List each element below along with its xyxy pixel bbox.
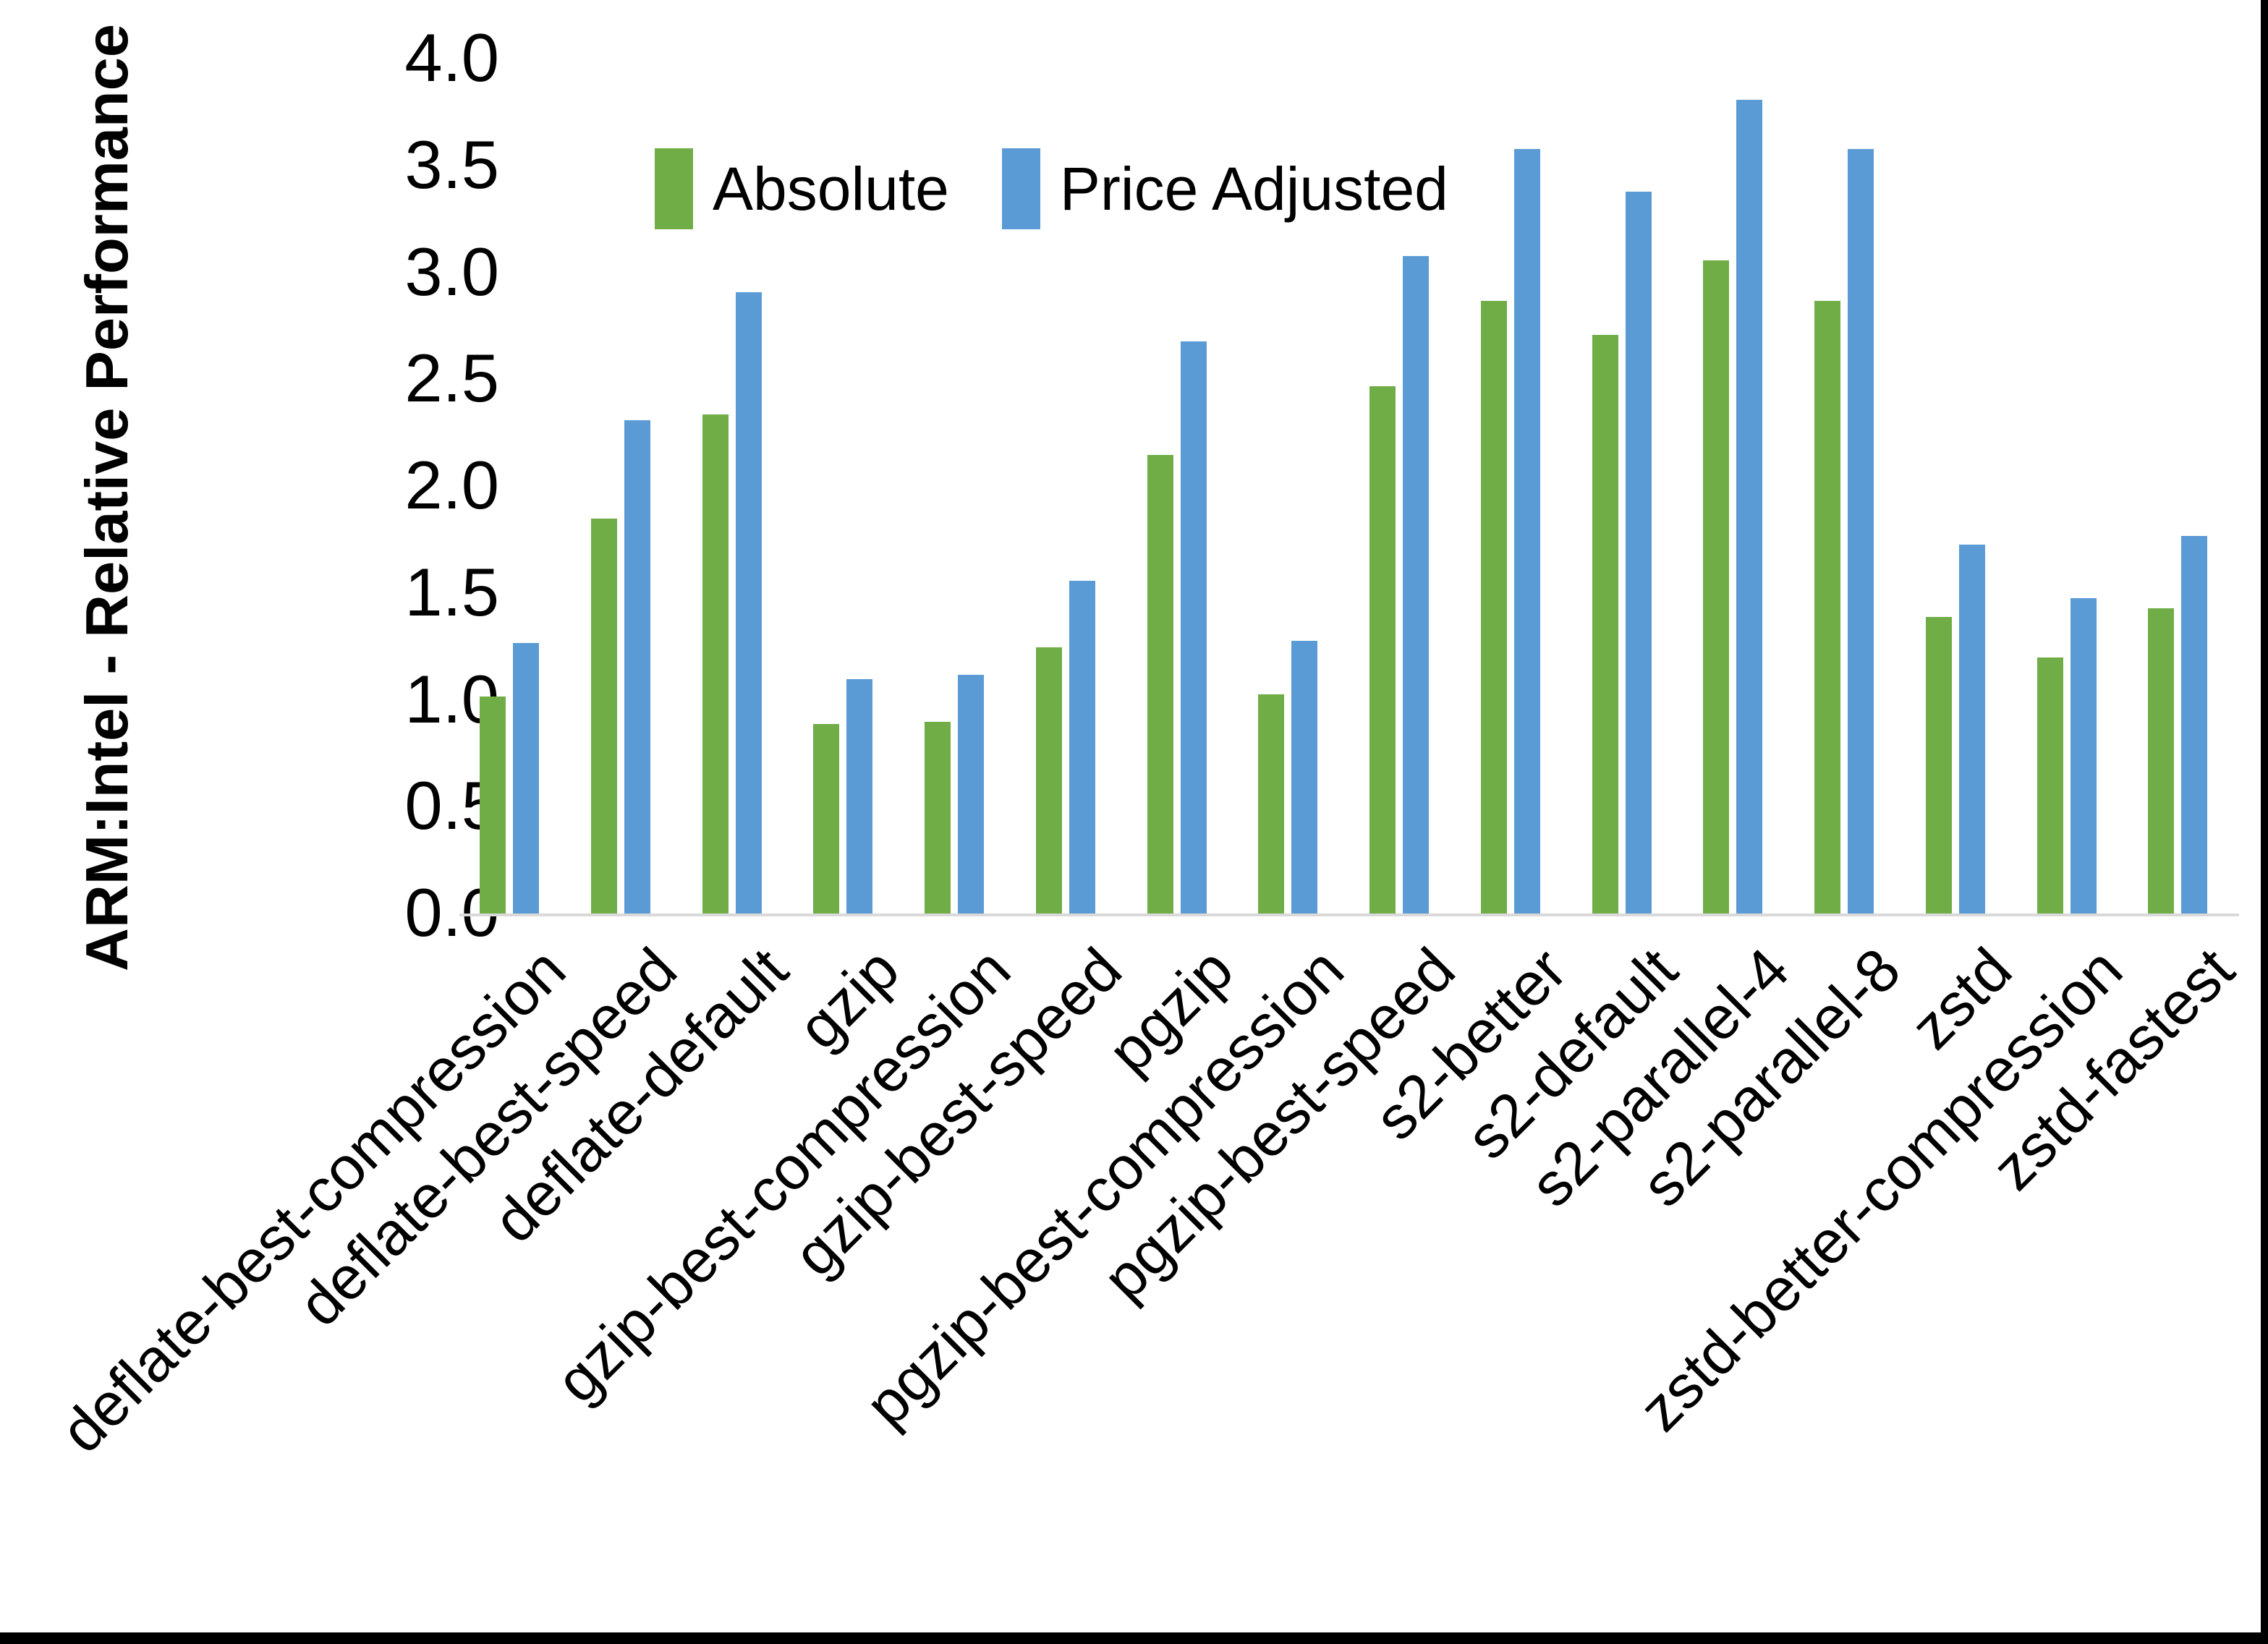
y-tick-4.0: 4.0 <box>404 19 499 95</box>
x-axis-line <box>459 913 2239 916</box>
y-tick-1.5: 1.5 <box>404 553 499 630</box>
legend-swatch-absolute-icon <box>655 148 693 229</box>
bar-price-adjusted-zstd <box>1958 544 1985 914</box>
bar-price-adjusted-s2-parallel-8 <box>1848 149 1874 914</box>
bar-price-adjusted-gzip-best-speed <box>1069 581 1095 914</box>
bar-price-adjusted-deflate-best-speed <box>624 420 650 914</box>
y-axis-title: ARM:Intel - Relative Performance <box>73 24 140 971</box>
bar-price-adjusted-deflate-best-compression <box>513 642 539 914</box>
category-slot-gzip-best-compression <box>904 59 1016 914</box>
category-slot-zstd-fastest <box>2128 59 2239 914</box>
category-slot-gzip <box>793 59 904 914</box>
category-slot-deflate-default <box>682 59 794 914</box>
category-slot-s2-parallel-4 <box>1683 59 1794 914</box>
category-slot-deflate-best-compression <box>459 59 571 914</box>
bar-absolute-pgzip-best-compression <box>1258 694 1285 914</box>
bar-absolute-gzip-best-speed <box>1035 647 1062 914</box>
bar-price-adjusted-s2-parallel-4 <box>1736 100 1763 914</box>
bar-absolute-pgzip <box>1147 454 1173 914</box>
bar-absolute-gzip-best-compression <box>925 722 951 914</box>
bar-price-adjusted-s2-default <box>1625 192 1652 914</box>
bar-price-adjusted-s2-better <box>1513 149 1540 914</box>
y-tick-2.5: 2.5 <box>404 340 499 417</box>
bar-price-adjusted-deflate-default <box>735 292 762 914</box>
bar-absolute-deflate-default <box>702 414 729 914</box>
legend: Absolute Price Adjusted <box>655 148 1448 229</box>
bar-price-adjusted-zstd-fastest <box>2181 535 2208 914</box>
bar-price-adjusted-pgzip <box>1180 341 1207 914</box>
category-slot-pgzip-best-speed <box>1349 59 1461 914</box>
bar-absolute-deflate-best-compression <box>480 696 506 914</box>
y-tick-3.0: 3.0 <box>404 233 499 310</box>
category-slot-s2-parallel-8 <box>1794 59 1906 914</box>
category-slot-pgzip-best-compression <box>1238 59 1349 914</box>
bar-absolute-s2-default <box>1592 335 1618 914</box>
bar-absolute-s2-parallel-4 <box>1703 260 1730 914</box>
bar-price-adjusted-pgzip-best-speed <box>1403 255 1429 914</box>
bar-absolute-deflate-best-speed <box>590 519 617 914</box>
bar-price-adjusted-zstd-better-compression <box>2070 597 2097 914</box>
bar-absolute-s2-parallel-8 <box>1814 300 1840 914</box>
bar-price-adjusted-gzip <box>846 678 873 914</box>
y-tick-3.5: 3.5 <box>404 126 499 203</box>
category-slot-s2-default <box>1572 59 1683 914</box>
category-slot-zstd <box>1906 59 2017 914</box>
bar-price-adjusted-pgzip-best-compression <box>1291 640 1318 914</box>
category-slot-deflate-best-speed <box>571 59 682 914</box>
category-slot-zstd-better-compression <box>2017 59 2128 914</box>
legend-label-absolute: Absolute <box>713 154 949 223</box>
bar-absolute-zstd-fastest <box>2148 608 2175 914</box>
y-tick-2.0: 2.0 <box>404 446 499 523</box>
bar-absolute-s2-better <box>1480 300 1507 914</box>
plot-area <box>459 59 2239 914</box>
category-slot-pgzip <box>1127 59 1239 914</box>
legend-item-price-adjusted: Price Adjusted <box>1001 148 1448 229</box>
bar-price-adjusted-gzip-best-compression <box>958 675 984 914</box>
bar-absolute-zstd <box>1925 617 1952 914</box>
legend-item-absolute: Absolute <box>655 148 949 229</box>
category-slot-s2-better <box>1461 59 1572 914</box>
legend-label-price-adjusted: Price Adjusted <box>1059 154 1448 223</box>
legend-swatch-price-adjusted-icon <box>1001 148 1040 229</box>
bar-absolute-gzip <box>813 724 840 914</box>
bar-absolute-pgzip-best-speed <box>1369 386 1396 914</box>
bar-absolute-zstd-better-compression <box>2036 657 2063 914</box>
category-slot-gzip-best-speed <box>1016 59 1127 914</box>
